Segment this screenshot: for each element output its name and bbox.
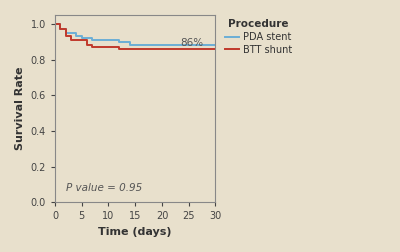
Legend: PDA stent, BTT shunt: PDA stent, BTT shunt: [222, 16, 296, 58]
Y-axis label: Survival Rate: Survival Rate: [15, 67, 25, 150]
Text: P value = 0.95: P value = 0.95: [66, 183, 142, 194]
X-axis label: Time (days): Time (days): [98, 227, 172, 237]
Text: 86%: 86%: [181, 38, 204, 48]
